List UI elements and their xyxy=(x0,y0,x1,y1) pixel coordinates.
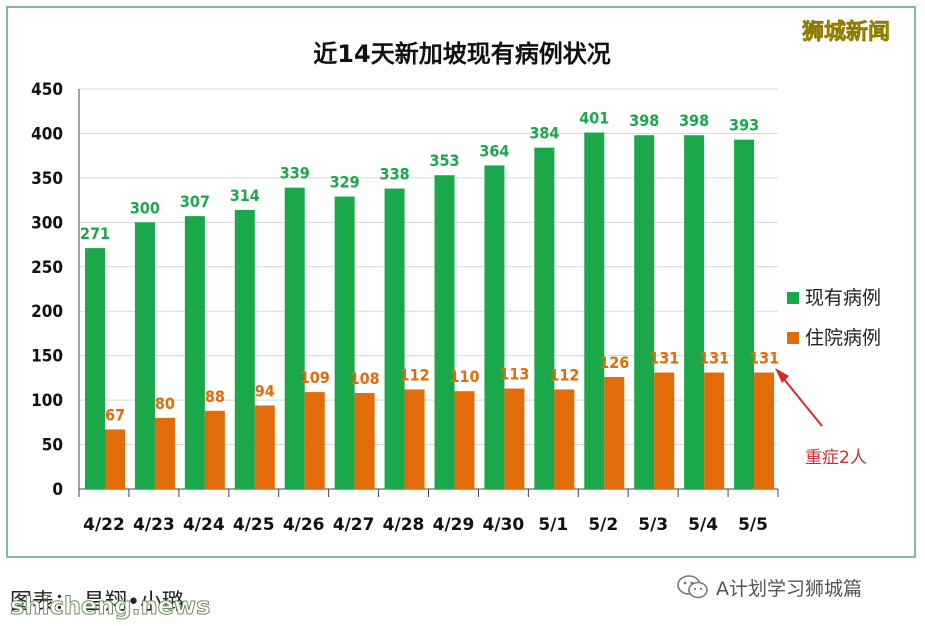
bar-hospital xyxy=(304,392,325,489)
data-label-current: 384 xyxy=(529,124,559,143)
data-label-current: 339 xyxy=(280,164,310,183)
y-tick-label: 100 xyxy=(31,391,63,411)
data-label-current: 300 xyxy=(130,198,160,217)
data-label-current: 338 xyxy=(380,165,410,184)
bar-current xyxy=(584,132,605,490)
bar-hospital xyxy=(454,391,475,489)
bar-hospital xyxy=(704,372,725,489)
data-label-current: 393 xyxy=(729,116,759,135)
data-label-hospital: 112 xyxy=(549,365,579,384)
y-tick-label: 300 xyxy=(31,213,63,233)
y-tick-label: 250 xyxy=(31,258,63,278)
data-label-hospital: 110 xyxy=(449,367,479,386)
x-tick-label: 5/4 xyxy=(688,515,718,535)
y-tick-label: 200 xyxy=(31,302,63,322)
legend-swatch xyxy=(787,332,799,344)
bar-current xyxy=(484,165,505,489)
data-label-hospital: 112 xyxy=(400,365,430,384)
x-tick-label: 4/30 xyxy=(483,515,525,535)
y-tick-label: 150 xyxy=(31,347,63,367)
bar-current xyxy=(534,147,555,489)
wechat-account-name: A计划学习狮城篇 xyxy=(716,577,862,600)
data-label-current: 398 xyxy=(679,111,709,130)
bar-current xyxy=(434,175,455,489)
y-tick-label: 450 xyxy=(31,80,63,100)
x-tick-label: 5/3 xyxy=(638,515,668,535)
data-label-hospital: 131 xyxy=(749,349,779,368)
bar-current xyxy=(284,187,305,489)
x-tick-label: 4/25 xyxy=(233,515,275,535)
data-label-current: 271 xyxy=(80,224,110,243)
data-label-current: 353 xyxy=(429,151,459,170)
data-label-current: 314 xyxy=(230,186,260,205)
bar-current xyxy=(85,248,105,489)
bar-hospital xyxy=(154,417,175,489)
bar-hospital xyxy=(204,410,225,489)
data-label-current: 307 xyxy=(180,192,210,211)
data-label-hospital: 88 xyxy=(205,387,225,406)
data-label-hospital: 94 xyxy=(255,381,275,400)
wechat-icon xyxy=(677,575,708,599)
data-label-current: 398 xyxy=(629,111,659,130)
bar-hospital xyxy=(354,393,375,489)
bar-current xyxy=(184,216,205,489)
x-tick-label: 4/23 xyxy=(133,515,175,535)
watermark-top: 狮城新闻 xyxy=(802,20,891,46)
bar-current xyxy=(234,209,255,489)
bar-current xyxy=(734,139,755,489)
bar-current xyxy=(134,222,155,490)
bar-hospital xyxy=(604,377,625,489)
data-label-hospital: 131 xyxy=(699,349,729,368)
y-tick-label: 0 xyxy=(52,480,63,500)
bar-hospital xyxy=(754,372,775,489)
data-label-hospital: 131 xyxy=(649,349,679,368)
callout-label: 重症2人 xyxy=(805,448,867,468)
data-label-hospital: 80 xyxy=(155,394,175,413)
x-tick-label: 4/24 xyxy=(183,515,225,535)
data-label-hospital: 109 xyxy=(300,368,330,387)
data-label-hospital: 108 xyxy=(350,369,380,388)
x-tick-label: 5/1 xyxy=(538,515,568,535)
y-tick-label: 400 xyxy=(31,124,63,144)
bar-current xyxy=(684,135,705,489)
bar-hospital xyxy=(504,388,525,489)
legend-label: 现有病例 xyxy=(805,287,881,309)
x-tick-label: 4/22 xyxy=(83,515,125,535)
x-tick-label: 5/2 xyxy=(588,515,618,535)
bar-current xyxy=(334,196,355,490)
data-label-hospital: 113 xyxy=(499,365,529,384)
y-tick-label: 50 xyxy=(42,436,63,456)
x-tick-label: 4/29 xyxy=(433,515,475,535)
y-tick-label: 350 xyxy=(31,169,63,189)
bar-hospital xyxy=(554,389,575,489)
bar-hospital xyxy=(254,405,275,489)
callout-arrow-head xyxy=(775,368,789,383)
chart-credit: 图表： 昌翔•小璐 xyxy=(10,590,184,615)
data-label-current: 401 xyxy=(579,109,609,128)
bar-hospital xyxy=(105,429,125,489)
chart-title: 近14天新加坡现有病例状况 xyxy=(313,40,610,68)
data-label-hospital: 67 xyxy=(105,405,125,424)
data-label-current: 364 xyxy=(479,141,509,160)
bar-current xyxy=(634,135,655,489)
callout-arrow-line xyxy=(778,372,823,427)
bar-hospital xyxy=(404,389,425,489)
legend-label: 住院病例 xyxy=(805,327,881,349)
wechat-account: A计划学习狮城篇 xyxy=(676,573,862,601)
x-tick-label: 4/28 xyxy=(383,515,425,535)
bar-hospital xyxy=(654,372,675,489)
x-tick-label: 4/26 xyxy=(283,515,325,535)
site-watermark: shicheng.news xyxy=(9,592,211,621)
legend-swatch xyxy=(787,292,799,304)
x-tick-label: 4/27 xyxy=(333,515,375,535)
bar-current xyxy=(384,188,405,490)
x-tick-label: 5/5 xyxy=(738,515,768,535)
data-label-hospital: 126 xyxy=(599,353,629,372)
data-label-current: 329 xyxy=(330,173,360,192)
